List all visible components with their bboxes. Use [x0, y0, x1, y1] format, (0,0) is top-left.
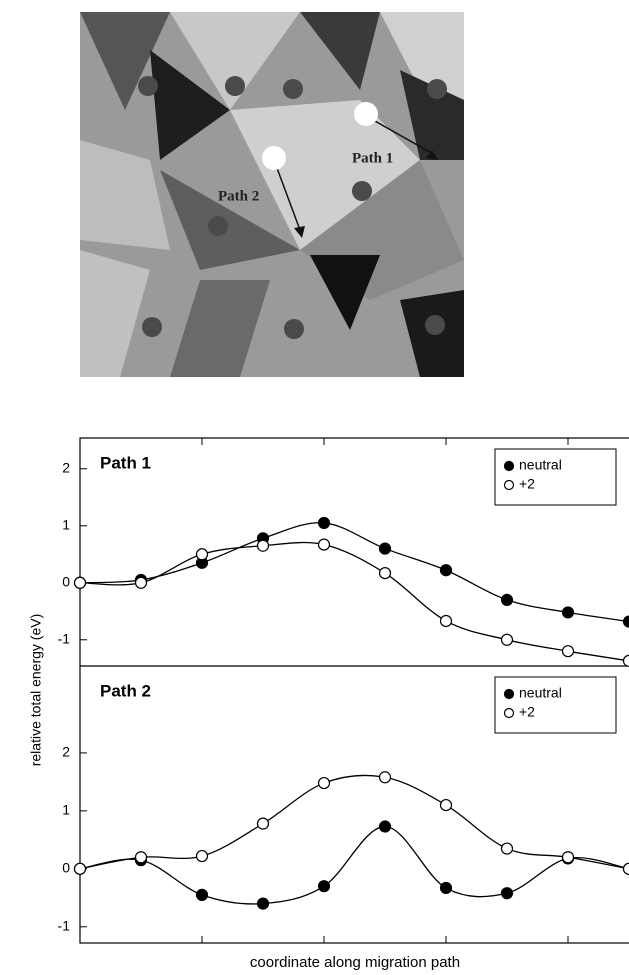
series-line — [80, 775, 629, 868]
y-tick-label: 2 — [62, 744, 70, 760]
data-point — [319, 881, 330, 892]
page: Path 1 Path 2 relative total energy (eV)… — [0, 0, 629, 975]
y-tick-label: 0 — [62, 860, 70, 876]
y-tick-label: 1 — [62, 802, 70, 818]
image-label: Path 2 — [218, 188, 259, 204]
structure-image: Path 1 Path 2 — [80, 12, 464, 377]
data-point — [319, 539, 330, 550]
data-point — [319, 517, 330, 528]
series-line — [80, 542, 629, 660]
legend-label: neutral — [519, 685, 562, 701]
legend-marker — [505, 690, 514, 699]
data-point — [502, 594, 513, 605]
data-point — [502, 843, 513, 854]
data-point — [136, 577, 147, 588]
legend-marker — [505, 481, 514, 490]
image-label: Path 1 — [352, 150, 393, 166]
data-point — [197, 851, 208, 862]
data-point — [624, 863, 629, 874]
figure: Path 1 Path 2 relative total energy (eV)… — [0, 0, 629, 975]
data-point — [258, 540, 269, 551]
data-point — [380, 772, 391, 783]
data-point — [75, 863, 86, 874]
data-point — [258, 898, 269, 909]
vacancy-site — [262, 146, 286, 170]
data-point — [441, 565, 452, 576]
data-point — [441, 882, 452, 893]
vacancy-site — [354, 102, 378, 126]
data-point — [136, 852, 147, 863]
data-point — [380, 543, 391, 554]
data-point — [624, 616, 629, 627]
legend-label: neutral — [519, 457, 562, 473]
y-tick-label: 0 — [62, 573, 70, 589]
legend-marker — [505, 709, 514, 718]
data-point — [380, 568, 391, 579]
data-point — [258, 818, 269, 829]
legend-marker — [505, 462, 514, 471]
y-tick-label: 2 — [62, 459, 70, 475]
data-point — [75, 577, 86, 588]
legend-label: +2 — [519, 704, 535, 720]
data-point — [319, 778, 330, 789]
series-line — [80, 827, 629, 904]
panel-title: Path 2 — [100, 681, 151, 700]
data-point — [197, 889, 208, 900]
data-point — [441, 615, 452, 626]
y-tick-label: 1 — [62, 516, 70, 532]
y-tick-label: -1 — [58, 630, 71, 646]
data-point — [563, 852, 574, 863]
data-point — [441, 800, 452, 811]
data-point — [502, 634, 513, 645]
y-tick-label: -1 — [58, 917, 71, 933]
data-point — [563, 607, 574, 618]
data-point — [563, 646, 574, 657]
panel-title: Path 1 — [100, 453, 151, 472]
data-point — [502, 888, 513, 899]
x-axis-label: coordinate along migration path — [250, 954, 460, 971]
legend-label: +2 — [519, 476, 535, 492]
data-point — [197, 549, 208, 560]
y-axis-label: relative total energy (eV) — [28, 614, 44, 767]
data-point — [380, 821, 391, 832]
series-line — [80, 523, 629, 622]
data-point — [624, 655, 629, 666]
